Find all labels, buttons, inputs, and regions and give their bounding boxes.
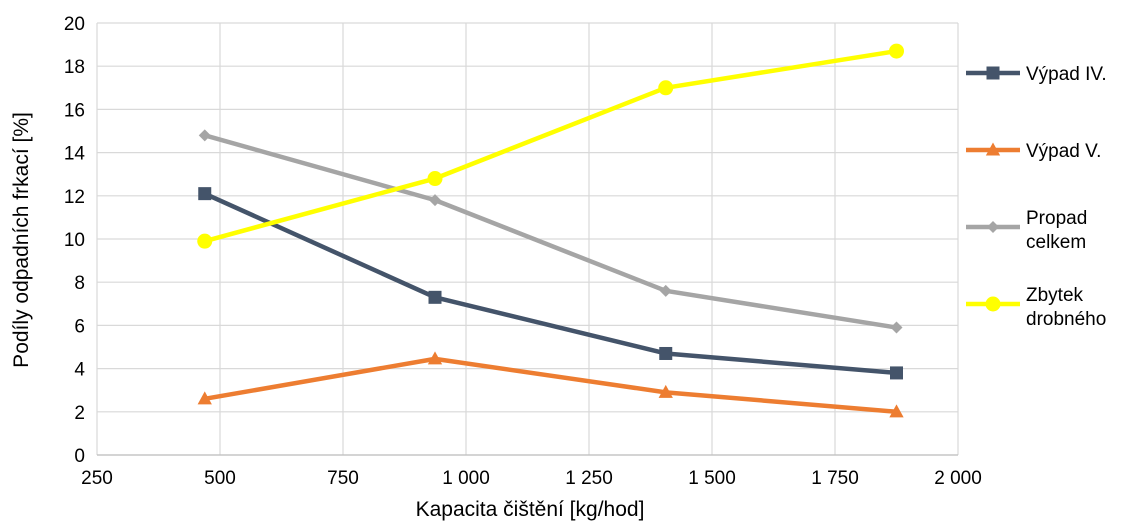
legend-label: Výpad IV.	[1026, 64, 1107, 85]
legend-label: celkem	[1026, 232, 1086, 253]
data-point	[658, 80, 674, 96]
data-point	[890, 321, 903, 334]
gridlines	[96, 22, 959, 456]
x-axis-title: Kapacita čištění [kg/hod]	[416, 498, 645, 521]
data-point	[427, 351, 443, 365]
y-tick-label: 0	[74, 446, 85, 467]
series-line	[203, 191, 897, 376]
x-tick-label: 1 000	[442, 468, 490, 489]
x-tick-label: 2 000	[934, 468, 982, 489]
legend-swatch-marker	[987, 221, 999, 233]
legend-entry-4: Zbytek drobného	[966, 285, 1106, 330]
x-tick-label: 1 250	[565, 468, 613, 489]
y-tick-label: 6	[74, 316, 85, 337]
data-point	[889, 43, 904, 59]
y-axis-title: Podíly odpadních frkací [%]	[10, 112, 33, 368]
data-point	[198, 187, 212, 201]
legend-label: Výpad V.	[1026, 141, 1101, 162]
series-line	[204, 133, 897, 330]
series-line	[204, 356, 897, 415]
y-tick-label: 4	[74, 360, 85, 381]
legend: Výpad IV. Výpad V. Propad celkem Zbytek drobn…	[966, 64, 1107, 330]
y-tick-label: 16	[64, 100, 85, 121]
y-tick-label: 18	[64, 57, 85, 78]
y-tick-label: 8	[74, 273, 85, 294]
legend-entry-1: Výpad IV.	[966, 64, 1107, 85]
data-point	[658, 384, 673, 398]
legend-entry-2: Výpad V.	[966, 141, 1101, 162]
y-tick-label: 14	[64, 144, 86, 165]
y-tick-label: 2	[74, 403, 85, 424]
series-3	[198, 129, 903, 334]
x-tick-label: 750	[327, 468, 359, 489]
legend-entry-3: Propad celkem	[966, 208, 1087, 253]
data-point	[889, 404, 904, 418]
legend-label: Propad	[1026, 208, 1087, 229]
legend-swatch-marker	[985, 142, 1001, 156]
legend-label: Zbytek	[1026, 285, 1084, 306]
data-point	[890, 366, 903, 380]
series-group	[197, 43, 904, 418]
series-4	[197, 43, 904, 249]
legend-swatch-marker	[986, 66, 1000, 80]
y-tick-label: 12	[64, 187, 85, 208]
series-2	[197, 351, 904, 418]
y-tick-labels: 0 2 4 6 8 10 12 14 16 18 20	[64, 14, 86, 467]
x-tick-label: 500	[204, 468, 236, 489]
data-point	[659, 284, 672, 297]
series-line	[204, 48, 897, 244]
x-tick-label: 1 750	[811, 468, 859, 489]
data-point	[659, 346, 673, 360]
series-1	[198, 187, 903, 380]
data-point	[427, 171, 443, 187]
legend-swatch-marker	[985, 296, 1001, 312]
data-point	[197, 391, 212, 405]
y-tick-label: 20	[64, 14, 85, 35]
x-tick-label: 1 500	[688, 468, 736, 489]
y-tick-label: 10	[64, 230, 85, 251]
data-point	[198, 129, 211, 142]
data-point	[197, 233, 213, 249]
data-point	[429, 194, 442, 207]
data-point	[428, 290, 442, 304]
x-tick-label: 250	[81, 468, 113, 489]
legend-label: drobného	[1026, 309, 1106, 330]
x-tick-labels: 250 500 750 1 000 1 250 1 500 1 750 2 000	[81, 468, 982, 489]
